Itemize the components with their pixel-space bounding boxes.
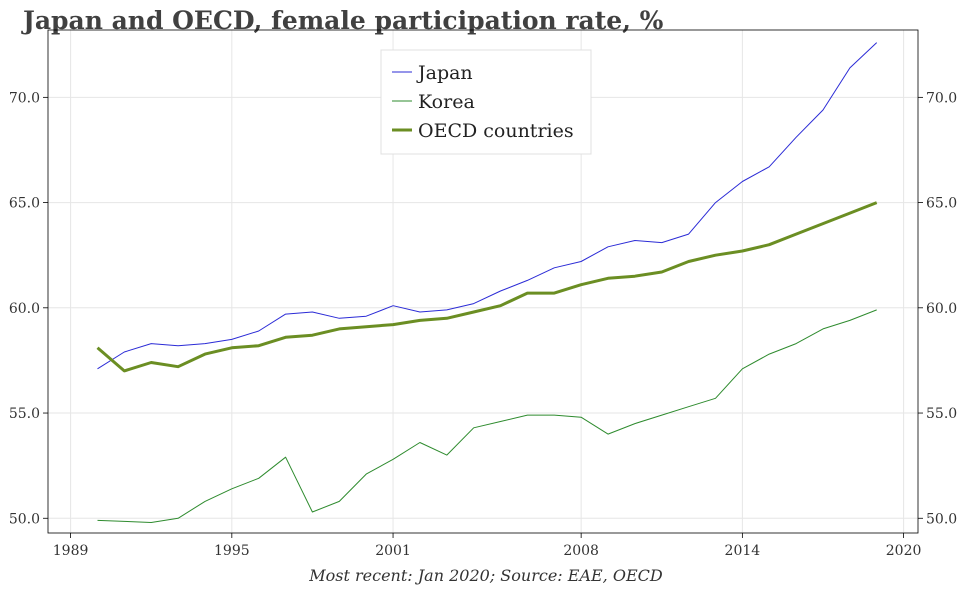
y-tick-label-left: 55.0 bbox=[9, 406, 40, 422]
series-line-japan bbox=[97, 42, 878, 370]
y-tick-label-left: 70.0 bbox=[9, 90, 40, 106]
series-line-korea bbox=[97, 309, 877, 523]
legend-label: Korea bbox=[418, 91, 475, 113]
plot-frame bbox=[47, 29, 919, 534]
y-tick-label-right: 50.0 bbox=[926, 511, 957, 527]
legend-label: OECD countries bbox=[418, 120, 574, 142]
source-note: Most recent: Jan 2020; Source: EAE, OECD bbox=[309, 566, 663, 585]
x-tick-label: 2001 bbox=[375, 543, 411, 559]
x-tick-label: 1995 bbox=[214, 543, 250, 559]
x-tick-label: 2008 bbox=[563, 543, 599, 559]
x-tick-label: 1989 bbox=[53, 543, 89, 559]
y-tick-label-right: 60.0 bbox=[926, 301, 957, 317]
y-tick-label-right: 70.0 bbox=[926, 90, 957, 106]
y-tick-label-left: 65.0 bbox=[9, 196, 40, 212]
y-tick-label-left: 50.0 bbox=[9, 511, 40, 527]
y-tick-label-right: 65.0 bbox=[926, 196, 957, 212]
series-lines bbox=[96, 42, 878, 523]
legend-box bbox=[380, 49, 592, 155]
y-tick-label-right: 55.0 bbox=[926, 406, 957, 422]
x-tick-label: 2014 bbox=[725, 543, 761, 559]
series-line-oecd-countries bbox=[96, 201, 878, 373]
legend: Japan Korea OECD countries bbox=[380, 49, 592, 155]
y-tick-label-left: 60.0 bbox=[9, 301, 40, 317]
legend-label: Japan bbox=[416, 62, 473, 84]
x-tick-label: 2020 bbox=[886, 543, 922, 559]
